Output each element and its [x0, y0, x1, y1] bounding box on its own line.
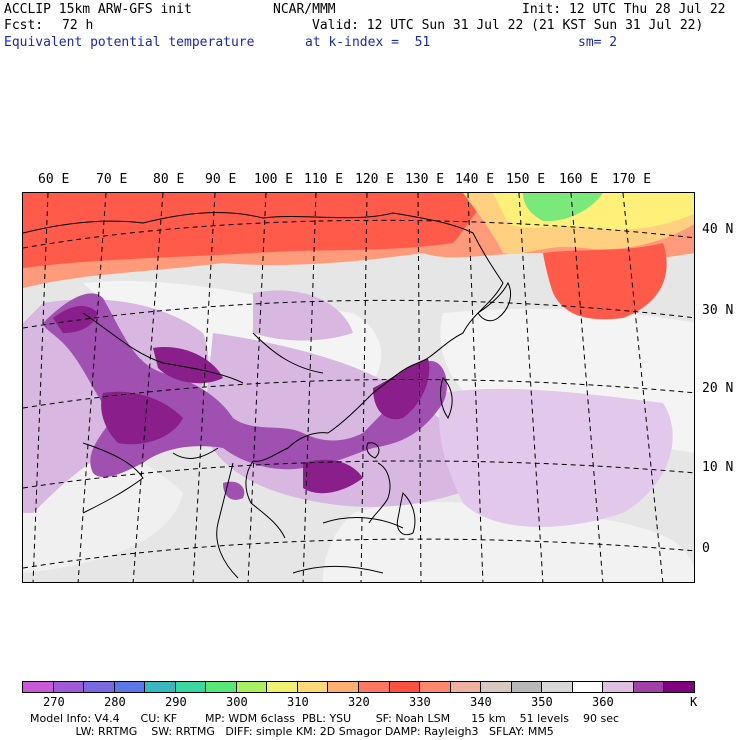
colorbar-swatch: [23, 682, 54, 692]
colorbar-swatch: [664, 682, 695, 692]
colorbar-swatch: [145, 682, 176, 692]
colorbar-swatch: [359, 682, 390, 692]
colorbar-label: 300: [226, 695, 248, 709]
colorbar-label: 350: [531, 695, 553, 709]
colorbar-swatch: [53, 682, 85, 692]
colorbar: [22, 681, 695, 693]
colorbar-swatch: [297, 682, 329, 692]
equivalent-potential-temperature-map: [23, 193, 694, 582]
lon-label: 150 E: [506, 172, 546, 187]
lat-label: 20 N: [702, 381, 734, 396]
lat-label: 30 N: [702, 303, 734, 318]
lon-label: 100 E: [254, 172, 294, 187]
colorbar-swatch: [633, 682, 665, 692]
colorbar-swatch: [236, 682, 268, 692]
lon-label: 170 E: [612, 172, 652, 187]
colorbar-swatch: [420, 682, 451, 692]
valid-time: Valid: 12 UTC Sun 31 Jul 22 (21 KST Sun …: [312, 18, 704, 33]
init-time: Init: 12 UTC Thu 28 Jul 22: [522, 2, 726, 17]
colorbar-label: 310: [287, 695, 309, 709]
colorbar-label: 360: [592, 695, 614, 709]
colorbar-swatch: [481, 682, 512, 692]
level-label: at k-index = 51: [305, 35, 431, 50]
map-panel: [22, 192, 695, 583]
colorbar-swatch: [84, 682, 115, 692]
colorbar-swatch: [511, 682, 543, 692]
lon-label: 70 E: [96, 172, 128, 187]
forecast-label: Fcst:: [4, 18, 44, 33]
lon-label: 90 E: [205, 172, 237, 187]
smoothing-label: sm= 2: [578, 35, 618, 50]
lon-label: 160 E: [559, 172, 599, 187]
lon-label: 130 E: [405, 172, 445, 187]
colorbar-swatch: [267, 682, 298, 692]
colorbar-swatch: [389, 682, 421, 692]
colorbar-swatch: [328, 682, 360, 692]
lon-label: 80 E: [153, 172, 185, 187]
colorbar-unit: K: [690, 695, 698, 709]
colorbar-swatch: [572, 682, 604, 692]
lon-label: 120 E: [355, 172, 395, 187]
colorbar-swatch: [114, 682, 146, 692]
model-info-line2: LW: RRTMG SW: RRTMG DIFF: simple KM: 2D …: [30, 725, 554, 738]
organization-label: NCAR/MMM: [273, 2, 336, 17]
field-name: Equivalent potential temperature: [4, 35, 255, 50]
lat-label: 0: [702, 541, 710, 556]
colorbar-label: 290: [165, 695, 187, 709]
forecast-hour: 72 h: [62, 18, 94, 33]
colorbar-label: 270: [43, 695, 65, 709]
colorbar-label: 320: [348, 695, 370, 709]
lon-label: 110 E: [304, 172, 344, 187]
lat-label: 40 N: [702, 222, 734, 237]
colorbar-swatch: [542, 682, 573, 692]
model-title: ACCLIP 15km ARW-GFS init: [4, 2, 192, 17]
lon-label: 60 E: [38, 172, 70, 187]
lat-label: 10 N: [702, 460, 734, 475]
colorbar-swatch: [603, 682, 634, 692]
colorbar-swatch: [450, 682, 482, 692]
lon-label: 140 E: [455, 172, 495, 187]
colorbar-swatch: [175, 682, 207, 692]
colorbar-label: 280: [104, 695, 126, 709]
colorbar-label: 330: [409, 695, 431, 709]
colorbar-label: 340: [470, 695, 492, 709]
colorbar-swatch: [206, 682, 237, 692]
model-info-line1: Model Info: V4.4 CU: KF MP: WDM 6class P…: [30, 712, 620, 725]
